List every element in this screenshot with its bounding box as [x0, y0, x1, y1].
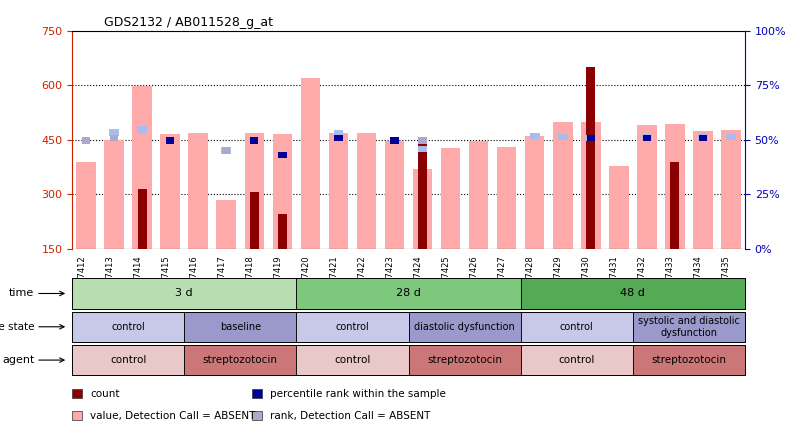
Text: GDS2132 / AB011528_g_at: GDS2132 / AB011528_g_at: [104, 16, 273, 28]
Bar: [252, 389, 263, 398]
Text: control: control: [334, 355, 371, 365]
Bar: [521, 278, 745, 309]
Bar: [642, 135, 651, 141]
Bar: [497, 147, 517, 249]
Bar: [184, 345, 296, 375]
Bar: [633, 312, 745, 342]
Bar: [76, 162, 96, 249]
Text: streptozotocin: streptozotocin: [427, 355, 502, 365]
Bar: [418, 141, 427, 249]
Text: count: count: [91, 388, 119, 399]
Bar: [586, 67, 595, 249]
Bar: [698, 133, 708, 139]
Text: percentile rank within the sample: percentile rank within the sample: [271, 388, 446, 399]
Text: streptozotocin: streptozotocin: [651, 355, 727, 365]
Bar: [221, 147, 231, 154]
Text: 3 d: 3 d: [175, 289, 193, 298]
Text: diastolic dysfunction: diastolic dysfunction: [414, 322, 515, 332]
Bar: [586, 135, 596, 141]
Bar: [278, 214, 287, 249]
Bar: [637, 125, 657, 249]
Bar: [132, 86, 152, 249]
Bar: [72, 411, 83, 420]
Bar: [525, 135, 545, 249]
Text: streptozotocin: streptozotocin: [203, 355, 278, 365]
Bar: [160, 135, 180, 249]
Text: control: control: [336, 322, 369, 332]
Text: rank, Detection Call = ABSENT: rank, Detection Call = ABSENT: [271, 411, 431, 420]
Bar: [553, 123, 573, 249]
Bar: [693, 131, 713, 249]
Bar: [166, 137, 175, 144]
Bar: [356, 133, 376, 249]
Bar: [250, 192, 259, 249]
Bar: [250, 137, 259, 144]
Bar: [409, 312, 521, 342]
Text: control: control: [560, 322, 594, 332]
Bar: [328, 133, 348, 249]
Bar: [216, 200, 236, 249]
Bar: [469, 141, 489, 249]
Text: time: time: [9, 289, 34, 298]
Text: 28 d: 28 d: [396, 289, 421, 298]
Bar: [137, 127, 147, 133]
Text: 48 d: 48 d: [620, 289, 646, 298]
Bar: [441, 148, 461, 249]
Bar: [184, 312, 296, 342]
Bar: [72, 345, 184, 375]
Bar: [110, 135, 119, 141]
Bar: [417, 146, 428, 152]
Bar: [109, 129, 119, 136]
Bar: [409, 345, 521, 375]
Text: baseline: baseline: [219, 322, 261, 332]
Bar: [296, 345, 409, 375]
Bar: [721, 130, 741, 249]
Bar: [296, 278, 521, 309]
Text: control: control: [558, 355, 595, 365]
Text: value, Detection Call = ABSENT: value, Detection Call = ABSENT: [91, 411, 256, 420]
Bar: [633, 345, 745, 375]
Bar: [333, 130, 344, 137]
Bar: [726, 134, 736, 140]
Bar: [609, 166, 629, 249]
Bar: [521, 345, 633, 375]
Bar: [72, 389, 83, 398]
Bar: [418, 137, 427, 144]
Text: control: control: [110, 355, 147, 365]
Bar: [665, 123, 685, 249]
Bar: [252, 411, 263, 420]
Bar: [296, 312, 409, 342]
Bar: [72, 278, 296, 309]
Text: agent: agent: [2, 355, 34, 365]
Bar: [557, 134, 568, 140]
Bar: [188, 133, 208, 249]
Bar: [334, 135, 343, 141]
Bar: [300, 78, 320, 249]
Bar: [521, 312, 633, 342]
Bar: [390, 137, 399, 144]
Bar: [138, 189, 147, 249]
Bar: [698, 135, 707, 141]
Bar: [384, 141, 405, 249]
Bar: [272, 135, 292, 249]
Bar: [244, 133, 264, 249]
Bar: [413, 169, 433, 249]
Bar: [586, 135, 595, 141]
Bar: [278, 152, 287, 159]
Bar: [82, 137, 91, 144]
Text: disease state: disease state: [0, 322, 34, 332]
Bar: [529, 133, 540, 139]
Text: systolic and diastolic
dysfunction: systolic and diastolic dysfunction: [638, 316, 740, 337]
Bar: [670, 162, 679, 249]
Bar: [642, 134, 652, 140]
Text: control: control: [111, 322, 145, 332]
Bar: [581, 123, 601, 249]
Bar: [72, 312, 184, 342]
Bar: [104, 140, 124, 249]
Bar: [222, 147, 231, 154]
